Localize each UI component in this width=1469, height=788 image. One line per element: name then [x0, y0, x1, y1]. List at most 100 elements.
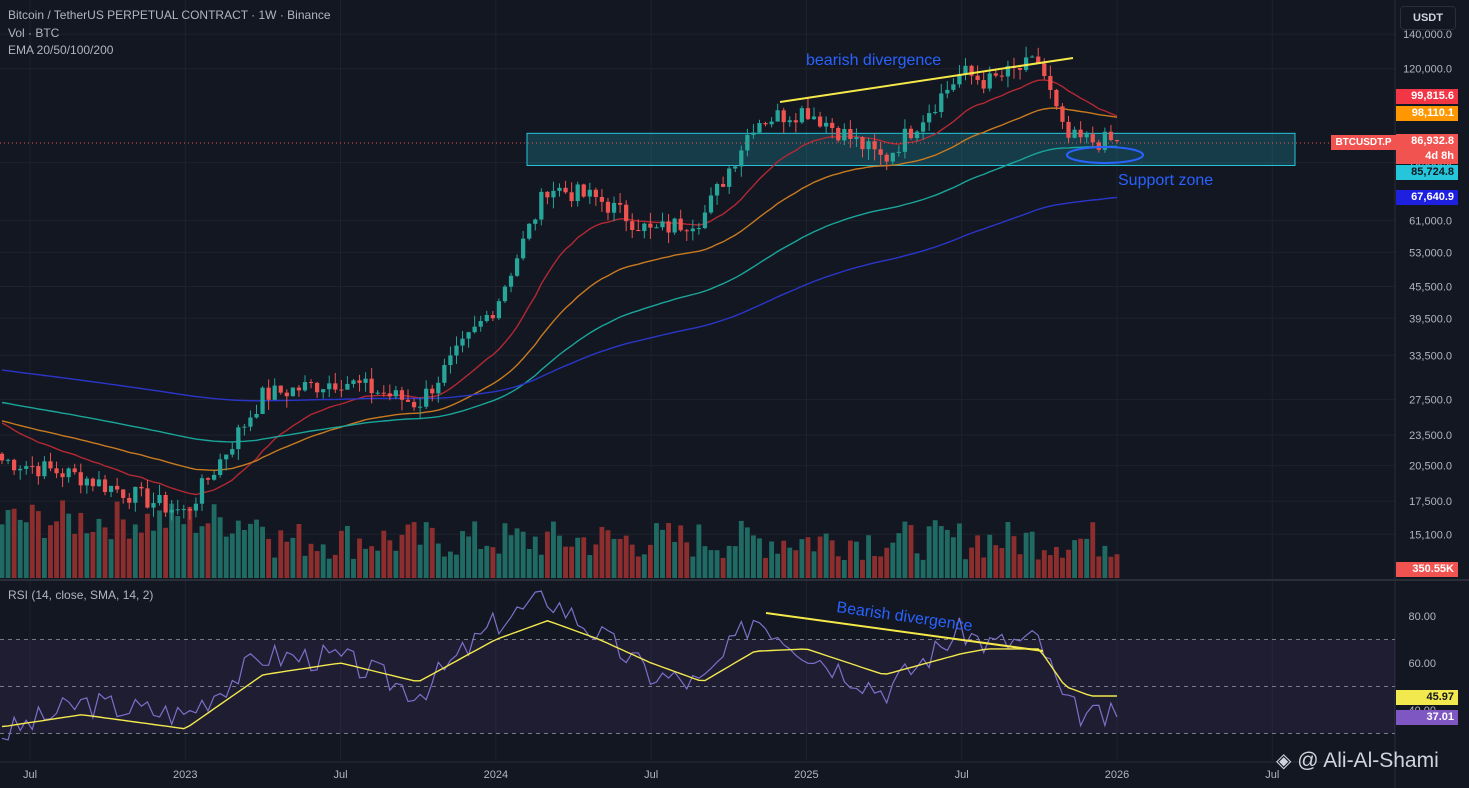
volume-bar	[260, 526, 265, 578]
volume-bar	[78, 512, 84, 578]
volume-bar	[1017, 554, 1023, 578]
candle-body	[460, 338, 465, 346]
time-axis-label: 2024	[484, 769, 508, 781]
volume-bar	[454, 554, 459, 578]
volume-bar	[599, 526, 605, 578]
candle-body	[327, 383, 332, 390]
volume-bar	[199, 526, 205, 578]
candle-body	[290, 387, 295, 397]
volume-bar	[23, 522, 29, 578]
candle-body	[72, 468, 77, 473]
candle-body	[733, 166, 738, 169]
volume-bar	[763, 557, 768, 578]
volume-bar	[84, 533, 90, 578]
candle-body	[914, 131, 920, 139]
candle-body	[321, 389, 326, 393]
volume-bar	[1096, 556, 1102, 578]
candle-body	[927, 113, 932, 123]
candle-body	[1017, 67, 1023, 70]
candle-body	[411, 401, 417, 408]
price-axis-label: 39,500.0	[1409, 313, 1452, 325]
author-watermark: ◈ @ Ali-Al-Shami	[1276, 748, 1439, 773]
candle-body	[314, 382, 320, 393]
currency-button[interactable]: USDT	[1400, 6, 1456, 30]
candle-body	[654, 227, 659, 229]
volume-bar	[326, 558, 332, 578]
candle-body	[284, 392, 289, 397]
volume-bar	[605, 530, 611, 578]
candle-body	[302, 382, 308, 391]
rsi-line	[1, 590, 1118, 741]
volume-bar	[405, 524, 411, 578]
candle-body	[593, 189, 598, 197]
volume-bar	[66, 513, 72, 578]
candle-body	[751, 132, 756, 135]
candle-body	[1102, 131, 1108, 150]
candle-body	[430, 388, 435, 394]
candle-body	[824, 122, 829, 127]
volume-bar	[448, 551, 453, 578]
volume-bar	[732, 546, 738, 578]
candle-body	[1030, 56, 1035, 58]
candle-body	[133, 486, 138, 503]
price-divergence-line	[779, 57, 1074, 103]
candle-body	[817, 116, 823, 127]
candle-body	[157, 495, 162, 504]
rsi-axis-label: 80.00	[1408, 611, 1436, 623]
volume-bar	[532, 536, 538, 578]
candle-body	[108, 485, 114, 493]
volume-bar	[975, 535, 981, 578]
candle-body	[945, 89, 950, 94]
volume-bar	[351, 558, 356, 578]
volume-bar	[690, 556, 696, 578]
volume-bar	[90, 531, 96, 578]
volume-bar	[969, 547, 974, 578]
candle-body	[236, 427, 241, 450]
price-axis-label: 23,500.0	[1409, 430, 1452, 442]
time-axis-label: 2025	[794, 769, 818, 781]
ema100-line	[1, 145, 1118, 443]
candle-body	[1072, 129, 1077, 138]
volume-bar	[1108, 556, 1114, 578]
candle-body	[278, 385, 283, 393]
candle-body	[1048, 76, 1053, 90]
candle-body	[254, 413, 259, 418]
candle-body	[569, 192, 574, 202]
ema-legend: EMA 20/50/100/200	[8, 43, 114, 57]
volume-bar	[187, 506, 193, 578]
logo-icon: ◈	[1276, 750, 1292, 772]
volume-bar	[514, 528, 520, 578]
candle-body	[187, 509, 192, 511]
volume-bar	[496, 553, 502, 578]
ema50-line	[1, 107, 1118, 472]
volume-bar	[290, 537, 296, 578]
volume-bar	[878, 556, 884, 578]
volume-bar	[720, 557, 726, 578]
volume-bar	[96, 518, 102, 578]
candle-body	[714, 183, 720, 196]
volume-bar	[1011, 536, 1017, 578]
volume-bar	[466, 536, 472, 578]
volume-bar	[417, 544, 423, 578]
volume-bar	[472, 521, 478, 578]
candle-body	[787, 120, 792, 123]
volume-bar	[60, 500, 66, 578]
volume-bar	[944, 529, 950, 578]
volume-bar	[775, 553, 781, 578]
candle-body	[545, 191, 550, 198]
candle-body	[999, 75, 1004, 77]
candle-body	[90, 478, 96, 487]
volume-bar	[138, 532, 144, 578]
candle-body	[18, 468, 23, 471]
candle-body	[963, 65, 968, 75]
volume-bar	[272, 557, 278, 578]
candle-body	[266, 387, 271, 400]
candle-body	[981, 80, 986, 89]
volume-bar	[163, 527, 169, 578]
volume-bar	[654, 523, 659, 578]
candle-body	[605, 201, 611, 213]
volume-bar	[726, 545, 732, 578]
volume-bar	[217, 517, 223, 578]
candle-body	[169, 509, 174, 513]
